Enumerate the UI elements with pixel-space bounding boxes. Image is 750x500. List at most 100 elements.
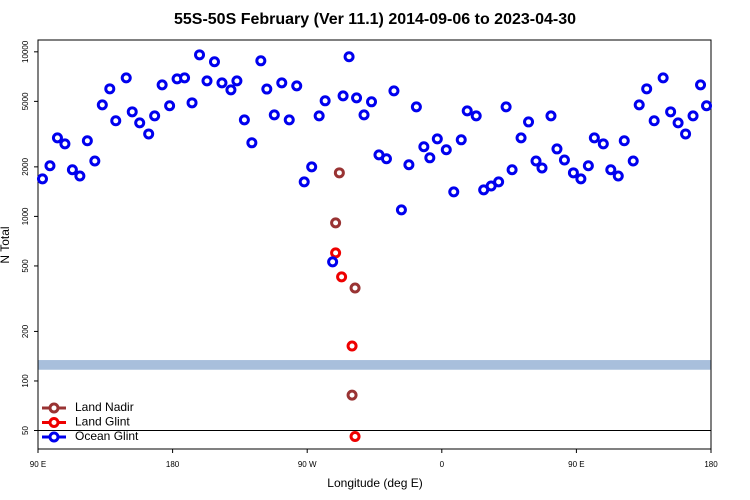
data-point: [268, 109, 280, 121]
x-tick-label: 0: [440, 460, 445, 469]
data-point: [134, 117, 146, 129]
data-point: [201, 75, 213, 87]
data-point: [618, 135, 630, 147]
data-point: [358, 109, 370, 121]
shaded-band: [38, 360, 711, 370]
data-point: [605, 164, 617, 176]
legend-label: Land Nadir: [75, 400, 134, 414]
legend-marker: [48, 402, 60, 414]
data-point: [51, 132, 63, 144]
data-point: [313, 110, 325, 122]
data-point: [665, 106, 677, 118]
legend-label: Ocean Glint: [75, 429, 139, 443]
data-point: [506, 164, 518, 176]
data-point: [283, 114, 295, 126]
data-point: [104, 83, 116, 95]
data-point: [448, 186, 460, 198]
y-tick-label: 100: [21, 374, 30, 388]
data-point: [291, 80, 303, 92]
data-point: [156, 79, 168, 91]
data-point: [455, 134, 467, 146]
data-point: [179, 72, 191, 84]
data-point: [597, 138, 609, 150]
data-point: [536, 162, 548, 174]
data-point: [208, 56, 220, 68]
data-point: [551, 143, 563, 155]
x-tick-label: 90 E: [568, 460, 584, 469]
data-point: [81, 135, 93, 147]
legend-label: Land Glint: [75, 415, 130, 429]
data-point: [216, 77, 228, 89]
data-point: [319, 95, 331, 107]
y-tick-label: 5000: [21, 92, 30, 110]
data-point: [96, 99, 108, 111]
data-point: [126, 106, 138, 118]
data-point: [351, 92, 363, 104]
data-point: [44, 160, 56, 172]
data-point: [238, 114, 250, 126]
legend-marker: [48, 431, 60, 443]
data-point: [261, 83, 273, 95]
data-point: [410, 101, 422, 113]
data-point: [657, 72, 669, 84]
data-point: [164, 100, 176, 112]
data-point: [403, 159, 415, 171]
data-point: [349, 282, 361, 294]
data-point: [89, 155, 101, 167]
data-point: [327, 256, 339, 268]
data-point: [336, 271, 348, 283]
data-point: [687, 110, 699, 122]
data-point: [330, 247, 342, 259]
x-axis-label: Longitude (deg E): [327, 476, 422, 490]
chart-title: 55S-50S February (Ver 11.1) 2014-09-06 t…: [174, 11, 576, 28]
data-point: [461, 105, 473, 117]
data-point: [346, 340, 358, 352]
plot-frame: [37, 39, 712, 450]
data-point: [672, 117, 684, 129]
data-point: [500, 101, 512, 113]
data-point: [701, 100, 713, 112]
x-tick-label: 90 E: [30, 460, 46, 469]
y-tick-label: 2000: [21, 157, 30, 175]
data-point: [545, 110, 557, 122]
x-tick-label: 180: [704, 460, 718, 469]
data-point: [612, 170, 624, 182]
data-point: [337, 90, 349, 102]
data-point: [695, 79, 707, 91]
data-point: [515, 132, 527, 144]
data-point: [298, 176, 310, 188]
data-point: [493, 176, 505, 188]
data-point: [120, 72, 132, 84]
data-point: [343, 51, 355, 63]
data-point: [558, 154, 570, 166]
data-point: [680, 128, 692, 140]
data-point: [380, 153, 392, 165]
data-point: [648, 115, 660, 127]
data-point: [330, 217, 342, 229]
data-point: [66, 164, 78, 176]
data-point: [424, 152, 436, 164]
y-tick-label: 200: [21, 324, 30, 338]
x-tick-label: 180: [166, 460, 180, 469]
data-point: [59, 138, 71, 150]
data-point: [567, 167, 579, 179]
y-axis-label: N Total: [0, 226, 12, 263]
data-point: [255, 55, 267, 67]
data-point: [231, 75, 243, 87]
data-point: [333, 167, 345, 179]
data-point: [588, 132, 600, 144]
data-point: [530, 155, 542, 167]
legend-marker: [48, 417, 60, 428]
data-point: [246, 137, 258, 149]
data-point: [582, 160, 594, 172]
data-point: [74, 170, 86, 182]
data-point: [641, 83, 653, 95]
data-point: [186, 97, 198, 109]
data-point: [225, 84, 237, 96]
data-point: [36, 173, 48, 185]
data-point: [627, 155, 639, 167]
data-point: [366, 96, 378, 108]
data-point: [194, 49, 206, 61]
